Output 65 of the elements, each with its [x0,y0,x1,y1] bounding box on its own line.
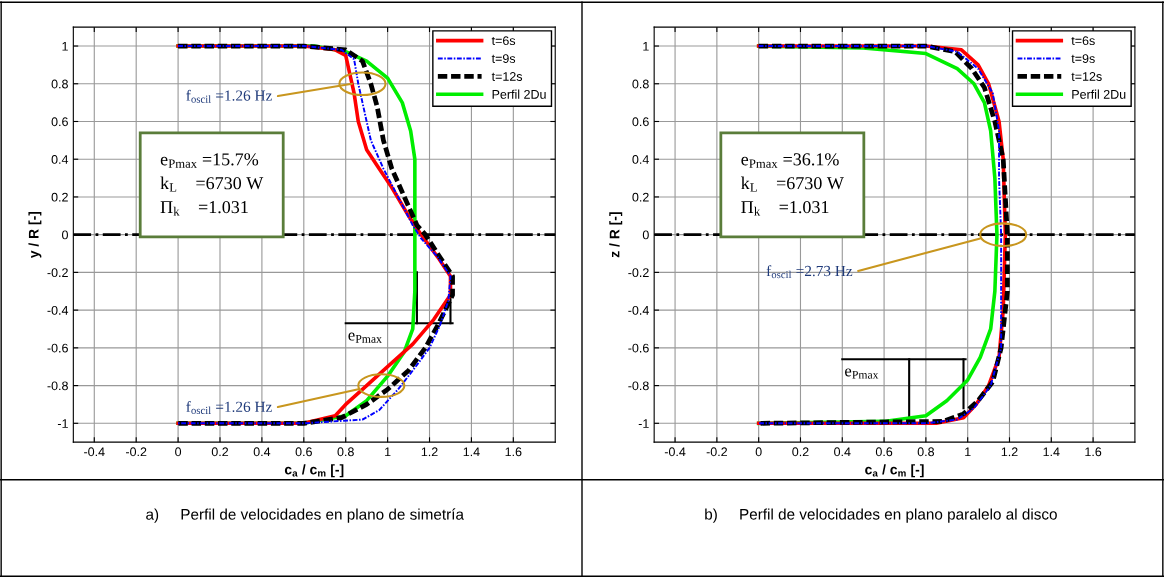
x-axis-title: c$_{a}$ / c$_{m}$ [-] [284,464,344,478]
y-tick-label: 0.8 [632,79,649,89]
y-tick-label: -0.4 [47,305,69,315]
x-tick-label: 1.6 [505,447,522,457]
y-tick-label: 0.4 [632,155,649,164]
x-tick-label: 1.4 [463,447,480,457]
legend-label: t=9s [491,54,516,63]
x-tick-label: 0.2 [792,447,809,457]
y-axis-title: y / R [-] [28,211,42,259]
y-tick-label: -0.2 [628,268,649,278]
legend-label: t=6s [491,36,516,46]
y-tick-label: -1 [638,419,649,428]
x-tick-label: 0 [175,447,182,457]
y-tick-label: -0.8 [47,381,68,391]
y-tick-label: 0.4 [51,155,69,164]
x-tick-label: -0.4 [84,447,105,457]
legend-label: t=6s [1071,36,1095,46]
text: a) Perfil de velocidades en plano de simetría [146,508,464,523]
x-tick-label: 1.4 [1043,447,1060,457]
x-axis-title: c$_{a}$ / c$_{m}$ [-] [865,464,924,478]
annotation: f$_{oscil}$ =2.73 Hz [766,265,853,279]
y-tick-label: -0.2 [47,268,68,278]
annotation: f$_{oscil}$ =1.26 Hz [186,401,272,415]
x-tick-label: 0 [755,447,762,457]
x-tick-label: -0.2 [125,447,147,457]
y-tick-label: 0 [642,230,649,240]
y-tick-label: 1 [62,41,68,51]
y-tick-label: -0.6 [47,343,68,353]
text: e$_{Pmax}$ =15.7% k$_{L}$ =6730 W Π$_{k}$ =1.031 [160,153,264,216]
legend-label: t=9s [1071,54,1095,63]
x-tick-label: 1.6 [1085,447,1102,457]
x-tick-label: 0.8 [917,447,935,457]
annotation: f$_{oscil}$ =1.26 Hz [186,89,272,103]
legend-label: Perfil 2Du [492,89,546,99]
x-tick-label: 1 [965,447,971,457]
y-tick-label: 0.6 [632,117,649,127]
y-tick-label: 1 [643,41,649,51]
annotation: e$_{Pmax}$ [845,368,879,379]
x-tick-label: 1.2 [1001,447,1018,457]
annotation: e$_{Pmax}$ [348,332,382,343]
x-tick-label: 0.2 [211,447,229,457]
text: b) Perfil de velocidades en plano paralelo al disco [705,508,1057,523]
x-tick-label: 0.6 [295,447,312,457]
y-tick-label: 0.2 [632,192,649,202]
y-tick-label: -0.6 [628,343,649,353]
x-tick-label: 0.6 [875,447,893,457]
y-tick-label: 0.2 [51,192,68,202]
y-tick-label: -0.4 [628,305,649,315]
y-tick-label: -1 [57,419,68,428]
x-tick-label: 0.4 [834,447,851,457]
y-axis-title: z / R [-] [609,212,623,258]
y-tick-label: 0 [62,230,68,240]
text: e$_{Pmax}$ =36.1% k$_{L}$ =6730 W Π$_{k}$ =1.031 [741,153,844,216]
x-tick-label: -0.4 [664,447,686,457]
x-tick-label: 1.2 [421,447,438,457]
x-tick-label: -0.2 [706,447,728,457]
legend-label: t=12s [491,72,523,81]
y-tick-label: 0.6 [51,117,68,127]
x-tick-label: 1 [385,447,391,457]
legend-label: t=12s [1071,72,1102,81]
y-tick-label: -0.8 [628,381,649,391]
x-tick-label: 0.4 [253,447,271,457]
y-tick-label: 0.8 [51,79,68,89]
legend-label: Perfil 2Du [1072,89,1126,99]
x-tick-label: 0.8 [337,447,354,457]
